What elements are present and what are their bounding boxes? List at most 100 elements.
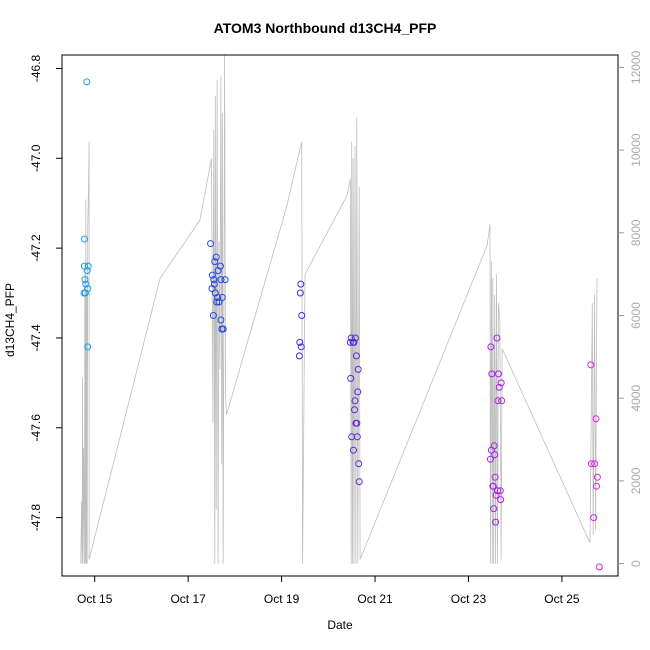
data-point bbox=[82, 280, 90, 288]
data-point bbox=[593, 482, 600, 490]
data-point bbox=[80, 235, 88, 243]
chart-title: ATOM3 Northbound d13CH4_PFP bbox=[213, 20, 437, 36]
data-point bbox=[208, 271, 216, 279]
data-point bbox=[217, 276, 225, 284]
data-point bbox=[297, 280, 305, 288]
data-point bbox=[491, 473, 499, 481]
y-axis-label: d13CH4_PFP bbox=[3, 282, 17, 358]
altitude-line bbox=[80, 54, 598, 564]
data-point bbox=[592, 415, 600, 423]
data-point bbox=[214, 294, 222, 301]
data-point bbox=[497, 496, 505, 504]
data-point bbox=[214, 267, 222, 275]
data-point bbox=[83, 267, 91, 275]
data-point bbox=[494, 370, 502, 378]
data-point bbox=[593, 473, 601, 481]
x-tick-label: Oct 23 bbox=[451, 592, 487, 606]
data-point bbox=[218, 294, 226, 301]
y2-tick-label: 8000 bbox=[629, 219, 643, 246]
data-point bbox=[346, 338, 354, 346]
data-point bbox=[351, 406, 358, 414]
data-point bbox=[497, 379, 505, 387]
data-point bbox=[494, 397, 502, 405]
data-point bbox=[208, 285, 216, 293]
y-axis-left: -46.8 -47.0 -47.2 -47.4 -47.6 -47.8 bbox=[29, 54, 62, 531]
x-tick-label: Oct 19 bbox=[264, 592, 300, 606]
data-point bbox=[354, 388, 362, 396]
data-point bbox=[591, 460, 599, 468]
data-point bbox=[349, 338, 357, 346]
data-point bbox=[352, 352, 360, 360]
data-point bbox=[296, 289, 304, 297]
plot-frame bbox=[61, 54, 619, 577]
data-point bbox=[489, 482, 497, 490]
data-point bbox=[221, 276, 229, 284]
y-tick-label: -47.6 bbox=[29, 414, 43, 442]
data-point bbox=[295, 352, 303, 360]
data-point bbox=[355, 460, 363, 468]
y2-tick-label: 6000 bbox=[629, 302, 643, 329]
data-point bbox=[351, 397, 359, 405]
data-point bbox=[212, 253, 220, 261]
data-point bbox=[209, 312, 217, 319]
y2-tick-label: 2000 bbox=[629, 467, 643, 494]
data-point bbox=[81, 276, 89, 284]
data-point bbox=[491, 451, 499, 459]
data-point bbox=[353, 419, 361, 427]
data-point bbox=[354, 365, 362, 373]
data-point bbox=[488, 370, 496, 378]
y-tick-label: -46.8 bbox=[29, 54, 43, 82]
x-tick-label: Oct 17 bbox=[170, 592, 206, 606]
x-tick-label: Oct 25 bbox=[544, 592, 580, 606]
data-points-layer bbox=[80, 78, 603, 571]
data-point bbox=[219, 325, 227, 333]
data-point bbox=[487, 446, 495, 454]
y2-tick-label: 12000 bbox=[629, 50, 643, 84]
data-point bbox=[496, 487, 504, 495]
y-tick-label: -47.8 bbox=[29, 504, 43, 532]
altitude-line-layer bbox=[80, 54, 598, 564]
y2-tick-label: 4000 bbox=[629, 385, 643, 412]
data-point bbox=[215, 298, 223, 306]
x-tick-label: Oct 15 bbox=[77, 592, 113, 606]
data-point bbox=[492, 491, 500, 499]
data-point bbox=[296, 338, 304, 346]
data-point bbox=[493, 334, 501, 342]
x-axis: Oct 15 Oct 17 Oct 19 Oct 21 Oct 23 Oct 25 bbox=[77, 576, 580, 606]
data-point bbox=[80, 289, 88, 297]
data-point bbox=[587, 460, 595, 468]
data-point bbox=[590, 514, 598, 522]
data-point bbox=[353, 433, 361, 441]
data-point bbox=[595, 563, 603, 571]
data-point bbox=[297, 343, 305, 351]
data-point bbox=[490, 505, 498, 513]
data-point bbox=[210, 276, 218, 284]
y-tick-label: -47.0 bbox=[29, 144, 43, 172]
data-point bbox=[492, 518, 500, 526]
y-tick-label: -47.2 bbox=[29, 234, 43, 262]
x-tick-label: Oct 21 bbox=[357, 592, 393, 606]
data-point bbox=[587, 361, 595, 369]
x-axis-label: Date bbox=[327, 618, 353, 632]
data-point bbox=[83, 78, 91, 86]
data-point bbox=[495, 383, 503, 391]
data-point bbox=[350, 446, 357, 454]
data-point bbox=[298, 312, 306, 319]
data-point bbox=[347, 374, 355, 382]
y2-tick-label: 10000 bbox=[629, 133, 643, 167]
data-point bbox=[487, 343, 495, 351]
data-point bbox=[211, 258, 219, 266]
data-point bbox=[207, 240, 215, 248]
y2-tick-label: 0 bbox=[629, 560, 643, 567]
data-point bbox=[84, 343, 92, 351]
data-point bbox=[486, 455, 494, 463]
y-tick-label: -47.4 bbox=[29, 324, 43, 352]
data-point bbox=[355, 478, 363, 486]
data-point bbox=[84, 262, 92, 270]
y-axis-right: 0 2000 4000 6000 8000 10000 12000 bbox=[618, 50, 643, 567]
data-point bbox=[494, 487, 501, 495]
data-point bbox=[213, 298, 221, 306]
data-point bbox=[217, 316, 225, 324]
data-point bbox=[498, 397, 506, 405]
